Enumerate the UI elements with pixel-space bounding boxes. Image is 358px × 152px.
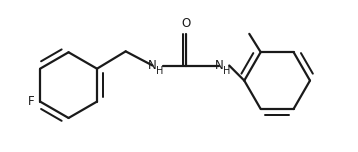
Text: H: H xyxy=(223,66,230,76)
Text: N: N xyxy=(148,59,157,72)
Text: N: N xyxy=(215,59,223,72)
Text: H: H xyxy=(156,66,163,76)
Text: O: O xyxy=(181,17,190,30)
Text: F: F xyxy=(28,95,34,108)
